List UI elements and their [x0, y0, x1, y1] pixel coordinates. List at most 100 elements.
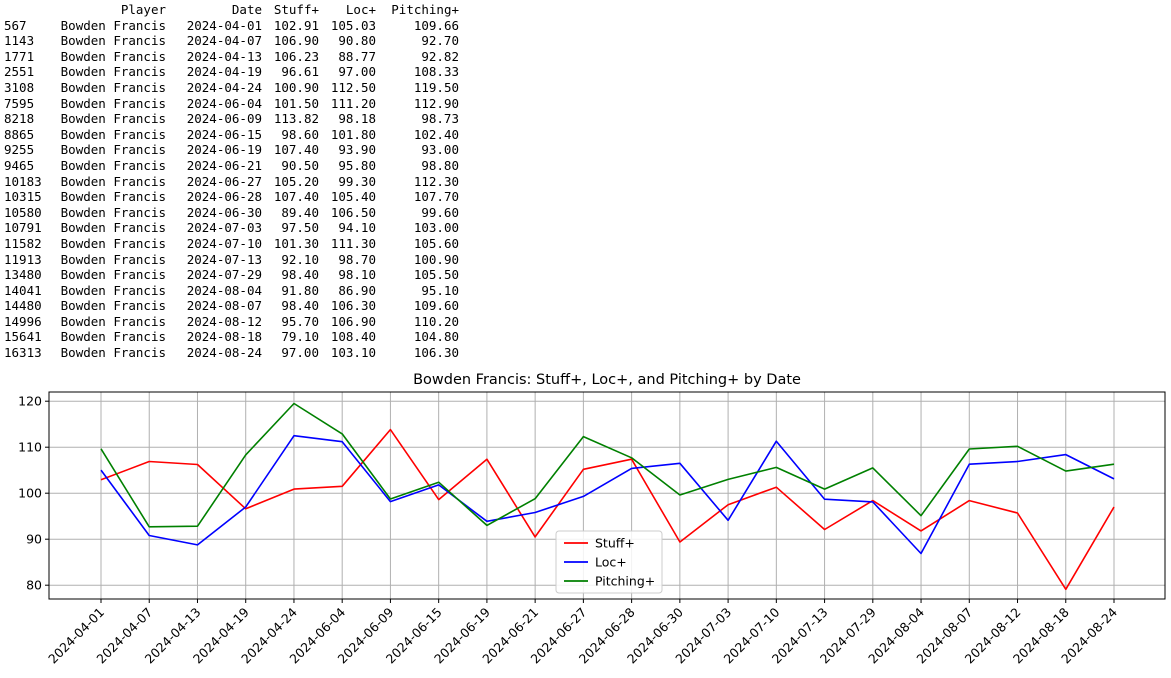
loc-cell: 111.20 — [330, 95, 376, 111]
pitching-cell: 95.10 — [421, 282, 459, 298]
player-cell: Bowden Francis — [60, 267, 166, 283]
stuff-cell: 89.40 — [281, 204, 319, 220]
player-header: Player — [120, 2, 166, 17]
pitching-cell: 109.60 — [413, 298, 459, 314]
y-tick-label: 100 — [18, 486, 42, 501]
player-cell: Bowden Francis — [60, 204, 166, 220]
pitching-cell: 105.50 — [413, 267, 459, 283]
table-row: 14480 Bowden Francis 2024-08-07 98.40 106.30… — [4, 298, 459, 314]
row-index: 14480 — [4, 298, 42, 314]
loc-cell: 106.50 — [330, 204, 376, 220]
row-index: 2551 — [4, 64, 35, 80]
date-cell: 2024-06-19 — [186, 142, 262, 158]
loc-cell: 88.77 — [338, 48, 376, 64]
row-index: 13480 — [4, 267, 42, 283]
table-row: 15641 Bowden Francis 2024-08-18 79.10 108.40… — [4, 329, 459, 345]
legend-box — [555, 530, 663, 594]
pitching-cell: 104.80 — [413, 329, 459, 345]
loc-cell: 97.00 — [338, 64, 376, 80]
row-index: 567 — [4, 17, 27, 33]
date-cell: 2024-06-04 — [186, 95, 262, 111]
loc-header: Loc+ — [345, 2, 376, 17]
line-chart: 80 90 100 110 120 2024-04-012024-04-072024-0… — [18, 372, 1166, 666]
loc-cell: 111.30 — [330, 235, 376, 251]
row-index: 10183 — [4, 173, 42, 189]
date-cell: 2024-04-13 — [186, 48, 262, 64]
player-cell: Bowden Francis — [60, 79, 166, 95]
pitching-cell: 103.00 — [413, 220, 459, 236]
loc-cell: 106.30 — [330, 298, 376, 314]
player-cell: Bowden Francis — [60, 298, 166, 314]
loc-cell: 90.80 — [338, 33, 376, 49]
date-cell: 2024-06-09 — [186, 111, 262, 127]
pitching-header: Pitching+ — [391, 2, 459, 17]
row-index: 1143 — [4, 33, 35, 49]
row-index: 9465 — [4, 157, 35, 173]
row-index: 14041 — [4, 282, 42, 298]
loc-cell: 103.10 — [330, 345, 376, 361]
player-cell: Bowden Francis — [60, 345, 166, 361]
table-row: 13480 Bowden Francis 2024-07-29 98.40 98.10 1… — [4, 267, 459, 283]
loc-cell: 93.90 — [338, 142, 376, 158]
table-row: 10580 Bowden Francis 2024-06-30 89.40 106.50… — [4, 205, 459, 221]
player-cell: Bowden Francis — [60, 235, 166, 251]
player-cell: Bowden Francis — [60, 142, 166, 158]
row-index: 9255 — [4, 142, 35, 158]
legend-label: Pitching+ — [595, 574, 655, 589]
table-row: 1143 Bowden Francis 2024-04-07 106.90 90.80 9… — [4, 33, 459, 49]
pitching-cell: 110.20 — [413, 313, 459, 329]
dataframe-table: Player Date Stuff+ Loc+ Pitching+ 567 Bowden … — [4, 2, 459, 361]
player-cell: Bowden Francis — [60, 17, 166, 33]
table-body: 567 Bowden Francis 2024-04-01 102.91 105.03 1… — [4, 18, 459, 361]
player-cell: Bowden Francis — [60, 173, 166, 189]
y-tick-label: 90 — [26, 532, 42, 547]
date-cell: 2024-06-30 — [186, 204, 262, 220]
series-line-stuff-plus — [100, 428, 1115, 591]
row-index: 14996 — [4, 313, 42, 329]
row-index: 1771 — [4, 48, 35, 64]
series-line-pitching-plus — [100, 402, 1115, 528]
table-row: 8865 Bowden Francis 2024-06-15 98.60 101.80 1… — [4, 127, 459, 143]
stuff-cell: 79.10 — [281, 329, 319, 345]
pitching-cell: 107.70 — [413, 189, 459, 205]
date-cell: 2024-04-07 — [186, 33, 262, 49]
date-cell: 2024-04-01 — [186, 17, 262, 33]
row-index: 10791 — [4, 220, 42, 236]
loc-cell: 112.50 — [330, 79, 376, 95]
stuff-cell: 106.23 — [273, 48, 319, 64]
index-header — [4, 2, 54, 18]
player-cell: Bowden Francis — [60, 189, 166, 205]
row-index: 10315 — [4, 189, 42, 205]
player-cell: Bowden Francis — [60, 64, 166, 80]
stuff-cell: 102.91 — [273, 17, 319, 33]
table-row: 9255 Bowden Francis 2024-06-19 107.40 93.90 9… — [4, 142, 459, 158]
series-line-loc-plus — [100, 434, 1115, 555]
pitching-cell: 106.30 — [413, 345, 459, 361]
stuff-cell: 101.50 — [273, 95, 319, 111]
y-tick-label: 120 — [18, 394, 42, 409]
player-cell: Bowden Francis — [60, 313, 166, 329]
row-index: 11913 — [4, 251, 42, 267]
pitching-cell: 99.60 — [421, 204, 459, 220]
pitching-cell: 108.33 — [413, 64, 459, 80]
pitching-cell: 109.66 — [413, 17, 459, 33]
player-cell: Bowden Francis — [60, 282, 166, 298]
table-row: 11913 Bowden Francis 2024-07-13 92.10 98.70 1… — [4, 252, 459, 268]
table-row: 11582 Bowden Francis 2024-07-10 101.30 111.3… — [4, 236, 459, 252]
legend-label: Loc+ — [595, 555, 627, 570]
table-row: 10315 Bowden Francis 2024-06-28 107.40 105.4… — [4, 189, 459, 205]
pitching-cell: 102.40 — [413, 126, 459, 142]
stuff-cell: 98.40 — [281, 267, 319, 283]
row-index: 11582 — [4, 235, 42, 251]
stuff-cell: 98.40 — [281, 298, 319, 314]
table-row: 7595 Bowden Francis 2024-06-04 101.50 111.20… — [4, 96, 459, 112]
loc-cell: 98.10 — [338, 267, 376, 283]
y-axis: 80 90 100 110 120 — [18, 394, 49, 593]
stuff-cell: 97.50 — [281, 220, 319, 236]
date-header: Date — [231, 2, 262, 17]
player-cell: Bowden Francis — [60, 126, 166, 142]
stuff-cell: 91.80 — [281, 282, 319, 298]
player-cell: Bowden Francis — [60, 33, 166, 49]
plot-frame — [48, 391, 1166, 600]
table-header-row: Player Date Stuff+ Loc+ Pitching+ — [4, 2, 459, 18]
